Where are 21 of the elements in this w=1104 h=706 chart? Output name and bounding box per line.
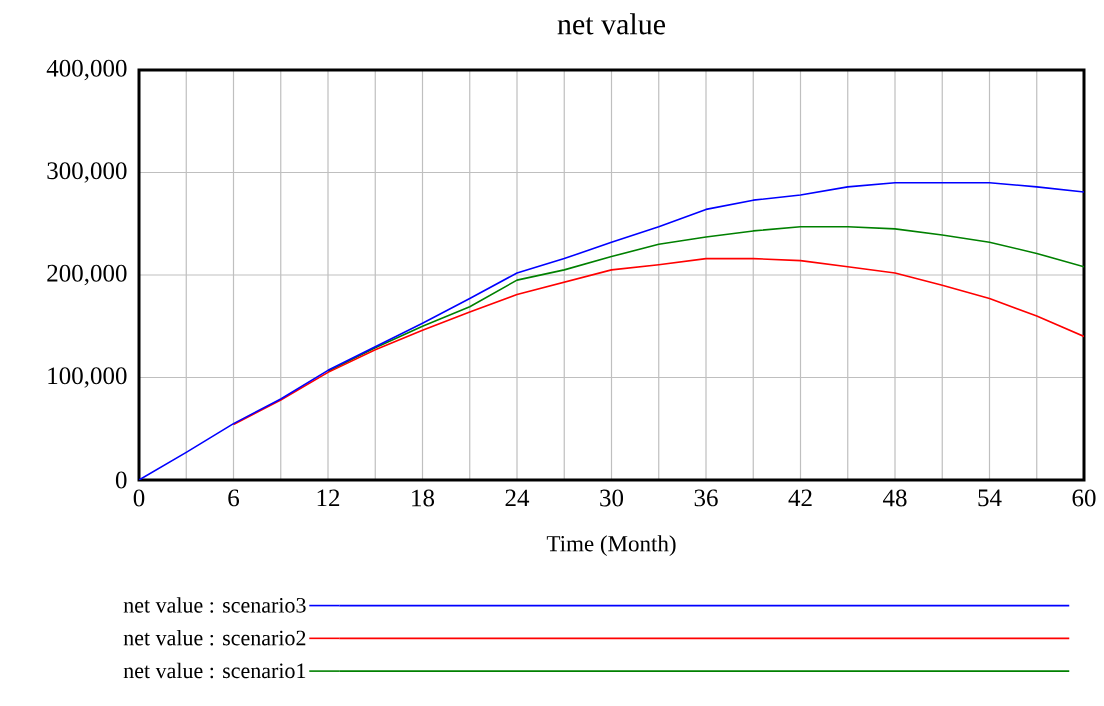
x-tick-label: 24 [505,489,530,507]
y-tick-label: 0 [115,471,127,489]
x-tick-label: 48 [882,489,907,507]
y-tick-label: 100,000 [48,367,127,388]
x-tick-label: 36 [694,489,718,507]
x-tick-label: 54 [978,489,1002,507]
legend-label: net value : scenario1 [123,662,306,679]
x-tick-label: 12 [317,489,340,507]
x-tick-label: 60 [1072,489,1096,507]
x-tick-label: 18 [412,489,435,507]
y-tick-label: 400,000 [46,59,127,81]
x-tick-label: 30 [600,489,624,507]
legend-label: net value : scenario3 [123,597,306,613]
y-tick-label: 200,000 [47,264,127,286]
x-tick-label: 42 [788,489,812,507]
chart-title: net value [557,13,666,35]
x-tick-label: 6 [228,489,240,507]
x-axis-title: Time (Month) [546,535,676,557]
y-tick-label: 300,000 [47,162,127,183]
legend-label: net value : scenario2 [123,629,306,646]
x-tick-label: 0 [133,489,145,507]
